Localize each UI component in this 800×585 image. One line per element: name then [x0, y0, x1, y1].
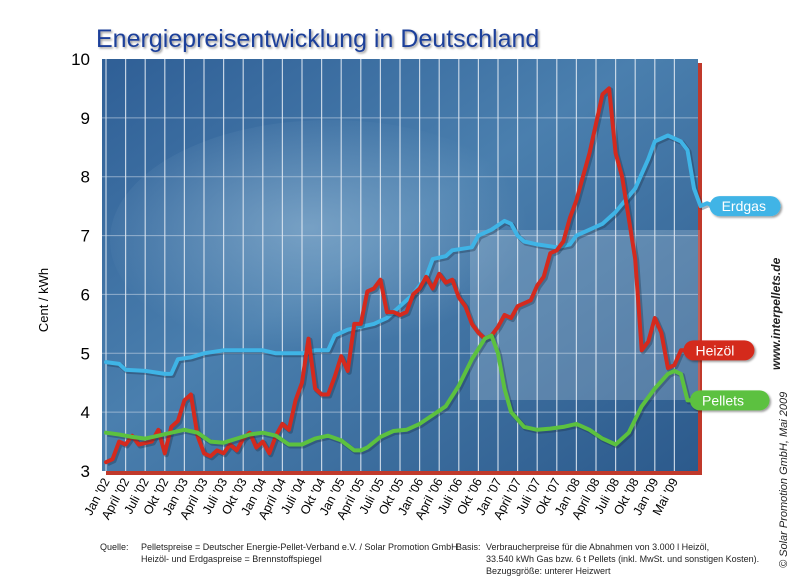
footer-basis-line2: 33.540 kWh Gas bzw. 6 t Pellets (inkl. M… — [486, 554, 760, 564]
footer-basis-line1: Verbraucherpreise für die Abnahmen von 3… — [486, 542, 710, 552]
series-line-heizoel — [104, 86, 690, 465]
y-tick-label: 10 — [71, 50, 90, 69]
series-lines — [104, 86, 717, 466]
series-label-box-erdgas — [709, 196, 781, 217]
y-tick-label: 3 — [81, 462, 90, 481]
footer-source-label: Quelle: — [100, 542, 129, 552]
series-label-box-heizoel — [683, 340, 755, 361]
y-tick-label: 6 — [81, 285, 90, 304]
footer-basis-label: Basis: — [456, 542, 481, 552]
y-tick-label: 4 — [81, 403, 90, 422]
series-label-erdgas: Erdgas — [722, 198, 766, 214]
y-tick-label: 5 — [81, 344, 90, 363]
y-tick-label: 8 — [81, 168, 90, 187]
chart-title: Energiepreisentwicklung in Deutschland — [96, 25, 539, 53]
background-heater-image — [110, 120, 550, 360]
series-line-pellets — [104, 333, 696, 453]
series-label-heizoel: Heizöl — [695, 342, 734, 358]
website-url: www.interpellets.de — [769, 257, 783, 370]
y-tick-label: 9 — [81, 109, 90, 128]
y-axis: 3 4 5 6 7 8 9 10 — [71, 50, 90, 481]
copyright-note: © Solar Promotion GmbH, Mai 2009 — [778, 391, 790, 568]
y-tick-label: 7 — [81, 227, 90, 246]
footer-source-line1: Pelletspreise = Deutscher Energie-Pellet… — [141, 542, 458, 552]
series-label-pellets: Pellets — [702, 392, 744, 408]
series-line-erdgas — [104, 133, 716, 376]
series-label-box-pellets — [690, 390, 770, 411]
footer-source-line2: Heizöl- und Erdgaspreise = Brennstoffspi… — [141, 554, 322, 564]
y-axis-label: Cent / kWh — [36, 268, 51, 332]
grid — [102, 59, 698, 471]
footer-basis-line3: Bezugsgröße: unterer Heizwert — [486, 566, 611, 576]
series-labels: Erdgas Heizöl Pellets — [683, 196, 781, 411]
